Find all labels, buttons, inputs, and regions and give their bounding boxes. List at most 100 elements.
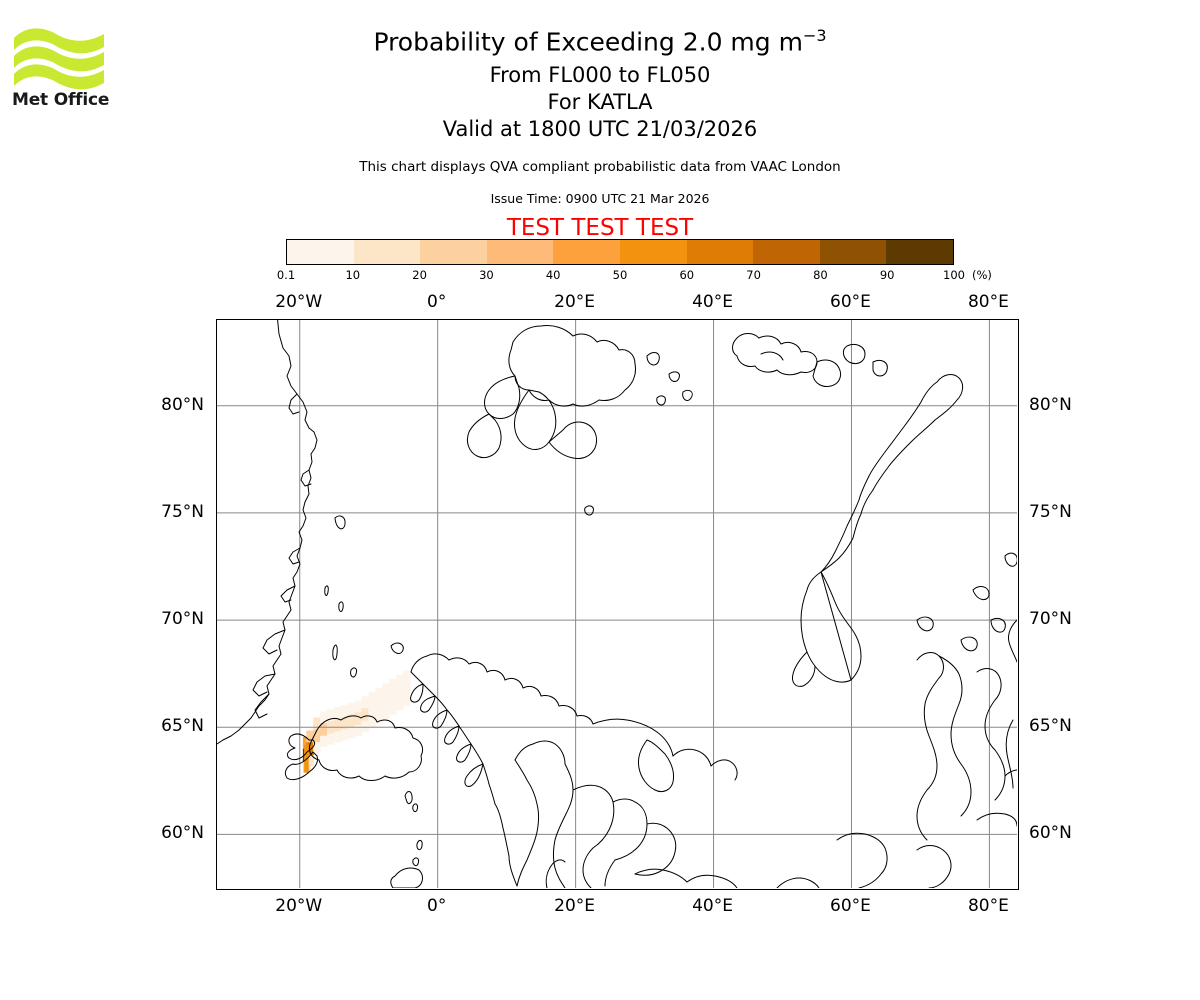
probability-colorbar — [286, 239, 954, 265]
coastline-segment-39 — [553, 763, 574, 888]
coastline-segment-57 — [732, 333, 818, 376]
coastline-segment-38 — [514, 740, 566, 765]
coastline-segment-41 — [612, 798, 648, 861]
coastline-segment-58 — [760, 351, 784, 361]
coastline-segment-59 — [812, 359, 842, 387]
plume-cell-2 — [313, 729, 321, 743]
plume-cell-7 — [347, 714, 356, 728]
plume-cell-12 — [382, 695, 390, 709]
lat-label-left-60: 60°N — [161, 823, 204, 844]
colorbar-band-4 — [553, 240, 620, 264]
coastline-segment-73 — [916, 616, 934, 632]
coastline-segment-71 — [976, 668, 1006, 801]
plume-cell-7-s — [347, 727, 356, 739]
colorbar-band-6 — [686, 240, 754, 264]
coastline-segment-48 — [514, 389, 557, 450]
colorbar-tick-80: 80 — [813, 268, 828, 282]
plume-cell-11 — [375, 699, 383, 713]
plume-cell-13-s — [389, 703, 397, 715]
plume-cell-14 — [395, 686, 404, 700]
coastline-segment-14 — [286, 733, 316, 761]
coastline-segment-72 — [1004, 769, 1017, 777]
coastline-segment-74 — [960, 636, 978, 652]
lat-label-left-65: 65°N — [161, 716, 204, 737]
coastline-segment-2 — [300, 469, 312, 487]
plume-cell-10-s — [368, 716, 376, 728]
coastline-segment-40 — [572, 784, 615, 888]
coastline-segment-15 — [308, 715, 424, 781]
plume-cell-12-n — [382, 683, 390, 696]
lat-label-right-80: 80°N — [1029, 394, 1072, 415]
map-plot-area[interactable] — [216, 319, 1019, 890]
colorbar-tick-labels: 0.1 10 20 30 40 50 60 70 80 90 100 — [0, 268, 1200, 284]
coastline-segment-18 — [412, 803, 418, 813]
coastline-segment-10 — [332, 644, 338, 661]
coastline-segment-43 — [634, 868, 688, 883]
coastline-segment-46 — [545, 859, 566, 888]
colorbar-band-2 — [420, 240, 487, 264]
met-office-logo-text: Met Office — [12, 90, 110, 110]
colorbar-tick-40: 40 — [545, 268, 561, 282]
coastline-segment-60 — [842, 343, 866, 365]
coastline-segment-61 — [872, 359, 888, 377]
plume-cell-9-s — [361, 720, 370, 732]
lon-label-top-40: 40°E — [692, 292, 733, 312]
met-office-logo — [12, 22, 122, 112]
plume-cell-2-n — [313, 717, 321, 730]
coastline-segment-79 — [1008, 619, 1017, 663]
title-text: Probability of Exceeding 2.0 mg m — [373, 27, 803, 57]
plume-cell-15-s — [402, 695, 411, 707]
coastline-segment-66 — [800, 571, 852, 683]
coastline-segment-42 — [634, 822, 677, 876]
coastline-segment-81 — [836, 832, 888, 888]
lat-label-right-70: 70°N — [1029, 609, 1072, 630]
coastline-segment-53 — [668, 371, 680, 382]
coastline-segment-33 — [592, 718, 674, 757]
coastline-segment-34 — [672, 748, 712, 767]
lon-label-top-60: 60°E — [830, 292, 871, 312]
coastline-segment-36 — [638, 739, 674, 793]
colorbar-band-5 — [619, 240, 687, 264]
coastline-segment-56 — [584, 505, 594, 516]
plume-cell-7-n — [347, 702, 356, 715]
coastline-segment-0 — [217, 320, 318, 745]
plume-cell-5 — [333, 718, 342, 732]
coastline-segment-55 — [656, 395, 666, 406]
coastline-segment-20 — [412, 857, 419, 867]
coastline-segment-70 — [938, 655, 972, 817]
coastline-segment-37 — [514, 759, 539, 887]
coastline-segment-17 — [404, 791, 413, 805]
plume-cell-10 — [368, 703, 376, 717]
colorbar-band-0 — [287, 240, 354, 264]
graticule-layer — [217, 320, 1017, 888]
coastline-segment-12 — [334, 515, 346, 530]
coastline-segment-67 — [820, 571, 862, 681]
coastline-segment-78 — [1005, 719, 1014, 789]
plume-cell-8-s — [354, 725, 363, 737]
coastline-segment-51 — [548, 421, 598, 459]
plume-cell-3-n — [320, 711, 328, 723]
lon-label-top-80: 80°E — [967, 292, 1009, 312]
plume-cell-5-n — [333, 706, 342, 719]
colorbar-tick-10: 10 — [345, 268, 361, 282]
plume-cell-6-n — [340, 704, 349, 717]
plume-cell-1 — [306, 742, 314, 756]
plume-cell-3 — [320, 722, 328, 736]
plume-cell-3-s — [320, 735, 328, 747]
plume-cell-11-n — [375, 687, 383, 700]
lat-label-right-65: 65°N — [1029, 716, 1072, 737]
colorbar-tick-0.1: 0.1 — [276, 268, 296, 282]
plume-cell-9 — [361, 707, 370, 721]
colorbar-tick-70: 70 — [746, 268, 761, 282]
coastline-segment-22 — [434, 695, 518, 887]
coastline-segment-16 — [284, 751, 318, 781]
colorbar-band-7 — [753, 240, 820, 264]
coastline-segment-32 — [558, 705, 594, 725]
plume-cell-11-s — [375, 712, 383, 724]
coastline-segment-25 — [456, 743, 472, 763]
colorbar-unit-label: (%) — [972, 268, 992, 282]
colorbar-tick-30: 30 — [479, 268, 494, 282]
coastline-segment-65 — [820, 381, 938, 573]
plume-cell-12-s — [382, 708, 390, 720]
plume-cell-14-s — [395, 699, 404, 711]
